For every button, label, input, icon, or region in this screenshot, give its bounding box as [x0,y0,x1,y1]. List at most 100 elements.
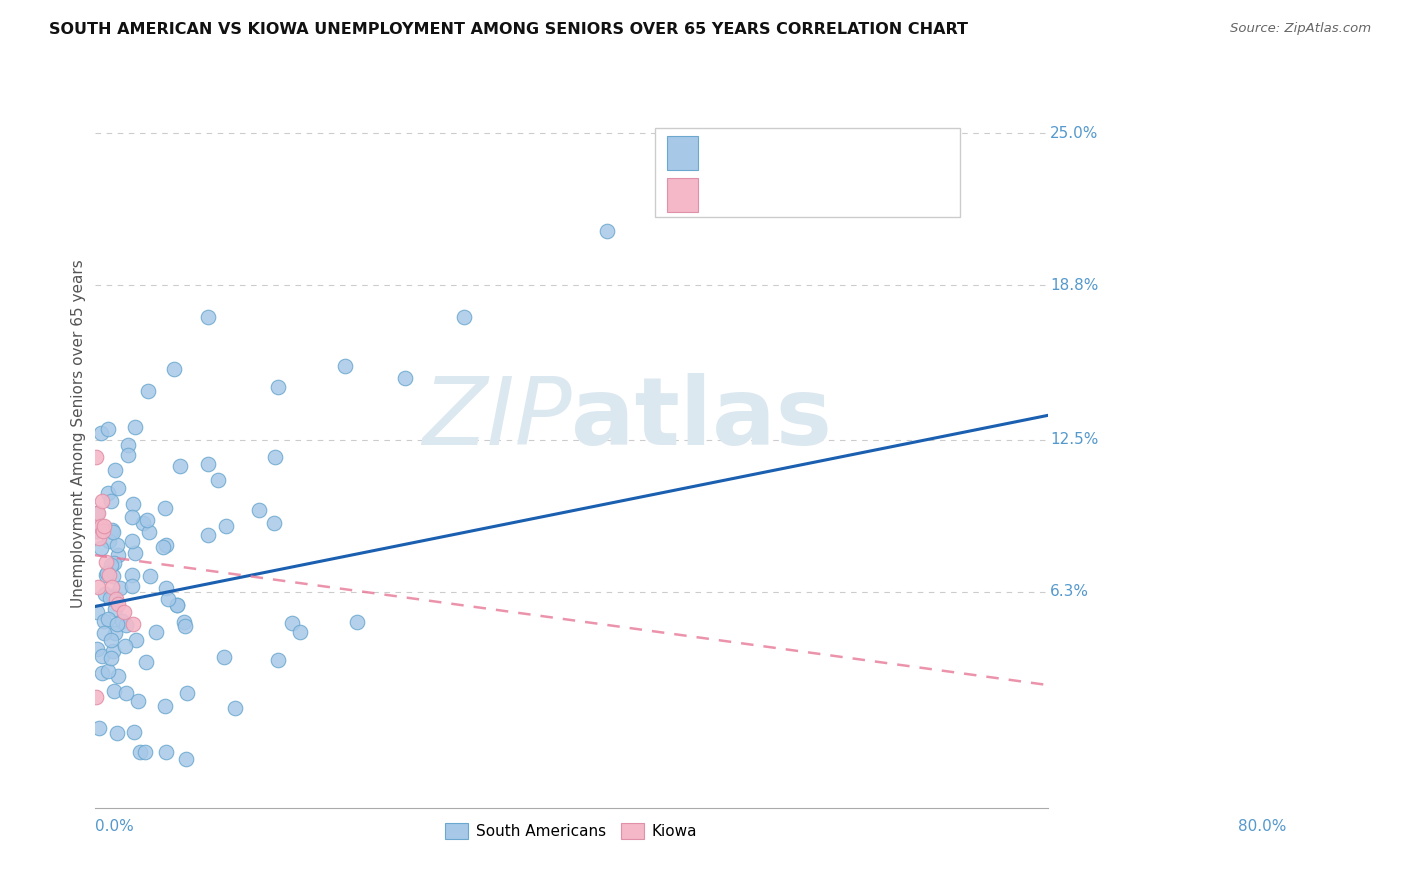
Point [197,310,219,325]
Point [280,615,302,630]
Point [267,653,290,667]
Point [207,473,229,487]
Point [333,359,356,374]
Text: 100: 100 [835,145,868,161]
Point [87,721,110,735]
Point [247,502,270,516]
Point [97,567,120,582]
Point [155,538,177,552]
Point [93,625,115,640]
Point [84,450,107,464]
Point [266,380,288,394]
Text: -0.258: -0.258 [744,187,799,202]
Point [115,617,138,632]
Point [122,725,145,739]
Point [127,694,149,708]
Point [93,518,115,533]
Text: R =: R = [713,187,747,202]
Point [97,533,120,548]
Text: N =: N = [793,145,827,161]
Point [166,599,188,613]
Y-axis label: Unemployment Among Seniors over 65 years: Unemployment Among Seniors over 65 years [72,260,86,608]
Point [136,513,159,527]
Point [155,581,177,595]
Point [103,684,125,698]
Point [134,745,156,759]
Text: 0.0%: 0.0% [94,819,134,834]
Text: N =: N = [793,187,827,202]
Point [104,462,127,476]
Point [93,614,115,628]
Text: 17: 17 [835,187,856,202]
Point [86,506,108,520]
Point [97,612,120,626]
Point [157,591,180,606]
Point [105,617,128,632]
Point [152,540,174,554]
Point [115,686,138,700]
Text: Source: ZipAtlas.com: Source: ZipAtlas.com [1230,22,1371,36]
Point [93,586,115,600]
Point [100,494,122,508]
Point [86,524,108,538]
Text: 6.3%: 6.3% [1050,584,1090,599]
Point [111,614,134,628]
Point [121,534,143,549]
Point [90,494,112,508]
Point [136,384,159,398]
Point [121,568,143,582]
Point [214,518,236,533]
Point [103,569,125,583]
Point [138,524,160,539]
Point [212,650,235,665]
Point [174,752,197,766]
Point [176,686,198,700]
Point [101,524,124,539]
Point [263,516,285,530]
Point [101,580,124,594]
Point [97,664,120,678]
Point [101,589,124,603]
Point [112,605,135,619]
Text: atlas: atlas [571,373,832,465]
Point [90,518,112,533]
Point [121,509,143,524]
Legend: South Americans, Kiowa: South Americans, Kiowa [439,817,703,845]
Point [104,626,127,640]
Point [104,601,127,615]
Text: SOUTH AMERICAN VS KIOWA UNEMPLOYMENT AMONG SENIORS OVER 65 YEARS CORRELATION CHA: SOUTH AMERICAN VS KIOWA UNEMPLOYMENT AMO… [49,22,969,37]
Point [97,486,120,500]
Text: 0.364: 0.364 [744,145,792,161]
Point [121,579,143,593]
Point [153,501,176,516]
Point [107,481,129,495]
Point [100,650,122,665]
Point [124,420,146,434]
Point [224,701,246,715]
Point [86,605,108,619]
Point [90,648,112,663]
Point [139,569,162,583]
Point [346,615,368,629]
Text: 12.5%: 12.5% [1050,433,1098,447]
Point [174,618,197,632]
Point [155,745,177,759]
Point [117,448,139,462]
Point [197,458,219,472]
Point [100,558,122,572]
Point [125,632,148,647]
Text: 25.0%: 25.0% [1050,126,1098,141]
Point [107,669,129,683]
Text: 80.0%: 80.0% [1239,819,1286,834]
Point [288,625,311,640]
Point [101,644,124,658]
Point [128,745,150,759]
Point [105,538,128,552]
Point [153,698,176,713]
Point [89,531,111,545]
Point [394,371,416,385]
Point [163,362,186,376]
Point [100,632,122,647]
Point [96,566,118,580]
Point [108,581,131,595]
